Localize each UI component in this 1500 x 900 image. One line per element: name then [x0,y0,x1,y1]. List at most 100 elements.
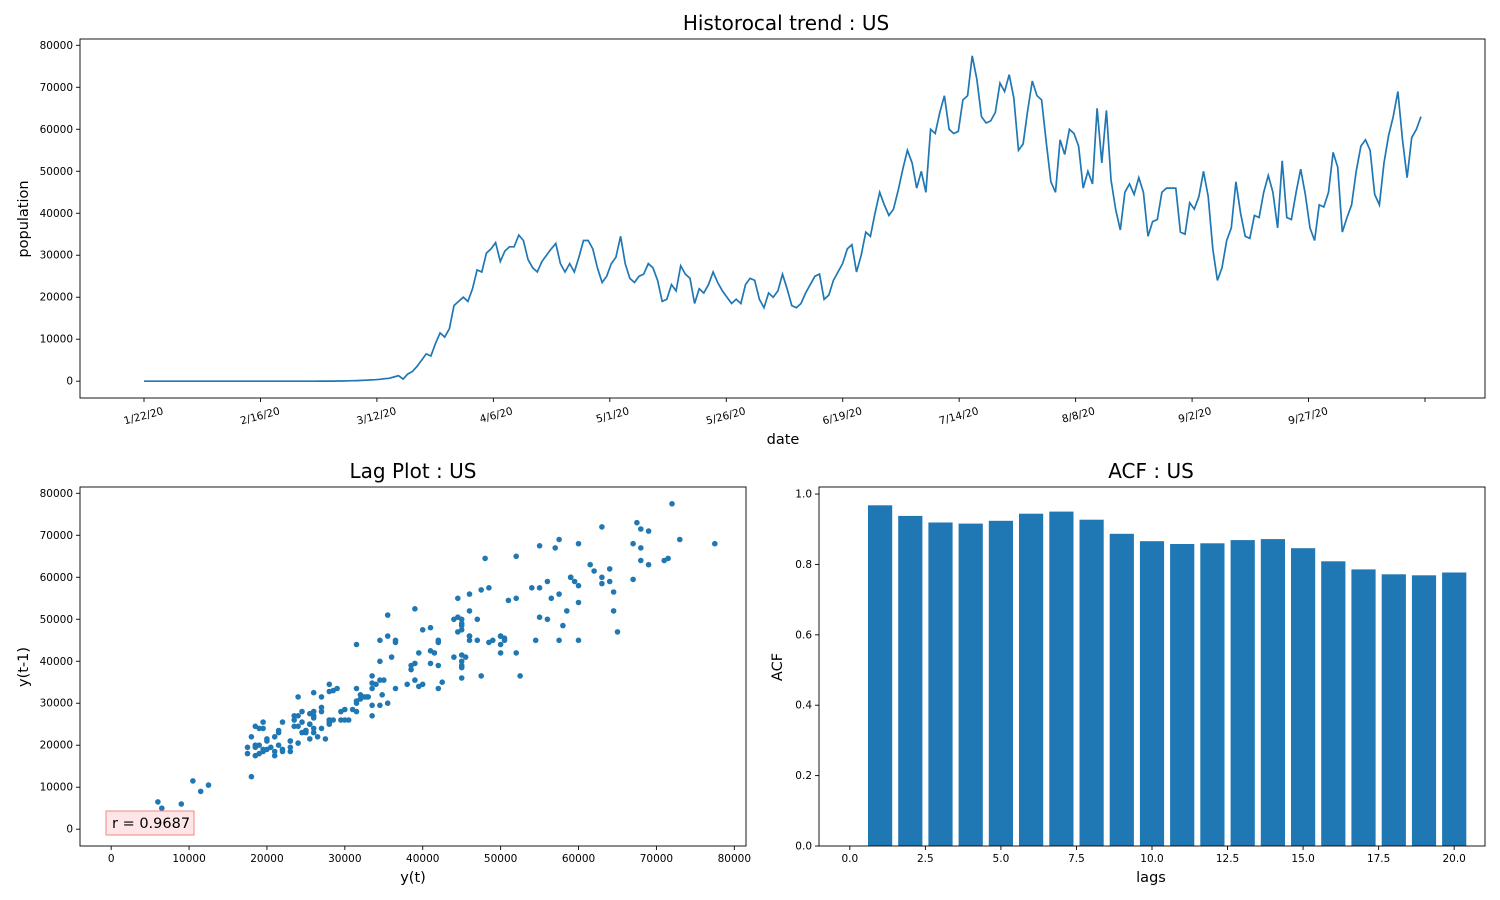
lag-point [610,589,617,595]
lag-point [155,799,161,805]
lag-point [567,574,574,581]
lag-point [310,729,317,736]
lag-point [291,723,298,730]
lag-point [318,725,325,732]
lag-point [435,639,442,646]
lag-point [458,620,465,627]
lag-y-tick-label: 70000 [40,530,73,542]
acf-bar [1260,539,1285,846]
acf-x-tick-label: 20.0 [1442,853,1465,865]
lag-point [159,805,165,811]
lag-axes-frame [79,486,747,847]
lag-point [299,729,305,736]
lag-y-ticks: 0 10000 20000 30000 40000 50000 60000 70000 8000… [40,488,80,836]
lag-point [404,681,411,688]
trend-x-tick-label: 8/8/20 [1061,405,1097,425]
lag-point [513,650,519,656]
lag-point [466,633,473,639]
acf-x-ticks: 0.0 2.5 5.0 7.5 10.0 12.5 15.0 17.5 20.0 [841,846,1466,865]
lag-point [373,681,379,688]
lag-panel: Lag Plot : US 0 10000 20000 30000 40000 50000… [16,459,751,886]
lag-point [536,585,543,591]
lag-point [455,629,461,635]
lag-point [392,639,399,646]
lag-point [416,650,422,656]
lag-point [575,540,582,547]
lag-point [536,614,543,620]
acf-x-tick-label: 2.5 [917,853,934,865]
trend-series-line [144,55,1422,383]
lag-point [377,677,383,683]
lag-point [388,654,395,660]
lag-point [458,664,465,671]
trend-y-ticks: 0 10000 20000 30000 40000 50000 60000 70000 8000… [40,40,80,388]
acf-x-tick-label: 12.5 [1216,853,1239,865]
trend-x-tick-label: 9/2/20 [1177,405,1213,425]
lag-y-tick-label: 10000 [40,782,73,794]
acf-y-label: ACF [770,653,786,681]
acf-bar [1321,561,1346,846]
lag-point [322,736,329,742]
lag-point [190,778,196,784]
trend-y-tick-label: 20000 [40,292,73,304]
lag-point [478,587,485,593]
lag-point [638,545,644,551]
lag-point [307,721,313,727]
lag-point [295,713,301,719]
lag-point [529,585,535,591]
lag-point [501,637,508,644]
lag-point [427,660,434,667]
lag-point [369,713,375,719]
lag-point [677,536,683,543]
lag-point [606,578,613,585]
lag-point [361,694,368,700]
lag-point [310,689,317,696]
lag-point [252,723,259,730]
lag-point [197,788,204,795]
acf-bars [868,505,1467,846]
lag-point [353,685,360,692]
acf-y-tick-label: 1.0 [795,489,812,501]
lag-point [474,616,481,623]
lag-x-tick-label: 50000 [484,853,517,865]
acf-bar [1109,533,1134,846]
lag-x-ticks: 0 10000 20000 30000 40000 50000 60000 70000 8000… [108,846,751,865]
lag-point [377,637,383,644]
lag-point [665,555,671,562]
lag-point [560,622,566,629]
lag-point [634,519,640,526]
lag-point [379,692,386,698]
lag-point [384,612,391,618]
lag-x-tick-label: 40000 [406,853,439,865]
lag-point [630,576,636,583]
lag-point [318,708,325,715]
lag-point [408,662,414,669]
trend-y-tick-label: 60000 [40,124,73,136]
acf-bar [1019,513,1044,846]
lag-point [338,708,344,715]
lag-point [536,543,543,549]
lag-point [645,528,652,534]
lag-point [630,540,636,547]
lag-point [334,685,340,692]
acf-title: ACF : US [1108,459,1194,483]
acf-bar [958,523,983,846]
lag-point [244,750,251,757]
lag-point [599,580,605,587]
lag-point [575,599,582,606]
lag-point [466,608,473,614]
lag-point [260,748,266,755]
lag-point [345,717,352,723]
acf-x-tick-label: 5.0 [993,853,1010,865]
lag-point [275,742,282,748]
lag-point [435,685,442,692]
lag-point [599,574,605,581]
acf-bar [988,520,1013,846]
lag-point [466,591,473,597]
acf-bar [1079,519,1104,846]
lag-point [614,629,621,635]
acf-bar [1351,569,1376,846]
lag-point [466,637,473,644]
lag-point [252,752,259,759]
